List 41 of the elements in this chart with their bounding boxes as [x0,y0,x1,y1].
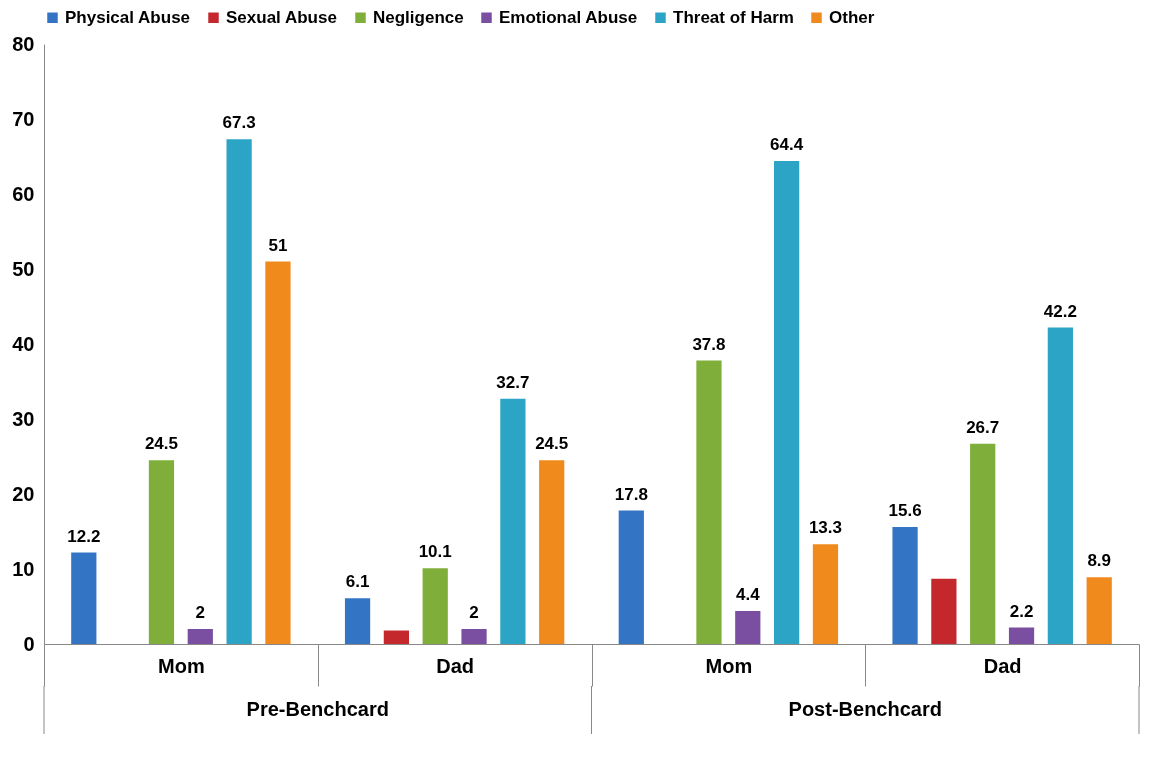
y-tick-label: 80 [12,32,35,55]
y-tick-label: 0 [23,632,35,655]
legend-label: Negligence [373,7,464,27]
data-label: 51 [268,235,288,255]
data-label: 10.1 [418,542,452,562]
data-label: 64.4 [770,135,804,154]
legend-label: Physical Abuse [65,7,191,27]
data-label: 42.2 [1043,301,1077,321]
data-label: 67.3 [222,113,256,133]
x-tick-label: Mom [158,654,205,677]
data-label: 8.9 [1087,551,1112,571]
legend-label: Other [829,7,875,27]
data-label: 4.4 [735,585,761,604]
text: Pre-Benchcard [246,698,389,720]
y-tick-label: 10 [12,557,35,580]
y-tick-label: 70 [12,107,35,130]
y-tick-label: 20 [12,482,35,505]
y-tick-label: 30 [12,407,35,430]
data-label: 24.5 [535,434,569,454]
x-tick-label: Dad [436,654,475,677]
x-tick-label: Mom [705,654,753,677]
data-label: 17.8 [614,484,648,504]
data-label: 13.3 [808,518,842,538]
legend-label: Threat of Harm [673,7,794,27]
data-label: 24.5 [144,434,179,454]
data-label: 32.7 [496,372,530,392]
y-tick-label: 60 [12,182,35,205]
y-tick-label: 50 [12,257,35,280]
legend-label: Sexual Abuse [226,7,337,27]
data-label: 2 [195,603,206,622]
y-tick-label: 40 [12,332,35,355]
data-label: 26.7 [966,417,1000,437]
data-label: 6.1 [345,572,370,592]
text: Post-Benchcard [788,698,942,720]
data-label: 37.8 [692,334,726,354]
data-label: 2 [469,603,479,622]
data-label: 15.6 [888,501,922,520]
data-label: 12.2 [67,526,101,546]
data-label: 2.2 [1009,601,1034,621]
legend-label: Emotional Abuse [499,7,638,27]
x-tick-label: Dad [983,654,1022,677]
